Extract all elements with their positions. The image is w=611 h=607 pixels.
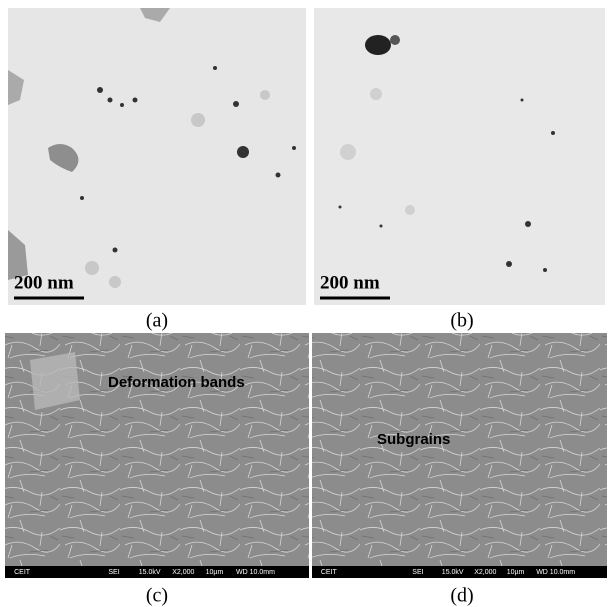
- sem-image-c: [5, 333, 309, 578]
- panel-label: (c): [146, 585, 168, 607]
- info-bar-text: WD 10.0mm: [536, 569, 575, 576]
- info-bar-text: 10µm: [206, 569, 224, 576]
- scale-bar-label: 200 nm: [14, 272, 74, 293]
- info-bar-text: SEI: [108, 569, 119, 576]
- info-bar-text: CEIT: [321, 569, 338, 576]
- info-bar-text: SEI: [412, 569, 423, 576]
- panel-label: (a): [146, 310, 168, 332]
- scale-bar-label: 200 nm: [320, 272, 380, 293]
- sem-image-d: [312, 333, 607, 578]
- figure: (a) 200 nm (b) 200 nm (c) Deformation bands CE…: [0, 0, 611, 607]
- info-bar-text: X2,000: [172, 569, 194, 576]
- tem-image-b: [314, 8, 605, 305]
- info-bar-text: 15.0kV: [139, 569, 161, 576]
- info-bar-text: X2,000: [474, 569, 496, 576]
- info-bar-text: CEIT: [14, 569, 31, 576]
- panel-label: (d): [450, 585, 473, 607]
- annotation: Subgrains: [377, 431, 450, 448]
- panel-label: (b): [450, 310, 473, 332]
- tem-image-a: [8, 8, 306, 305]
- info-bar-text: WD 10.0mm: [236, 569, 275, 576]
- info-bar-text: 10µm: [507, 569, 525, 576]
- info-bar-text: 15.0kV: [442, 569, 464, 576]
- annotation: Deformation bands: [108, 374, 245, 391]
